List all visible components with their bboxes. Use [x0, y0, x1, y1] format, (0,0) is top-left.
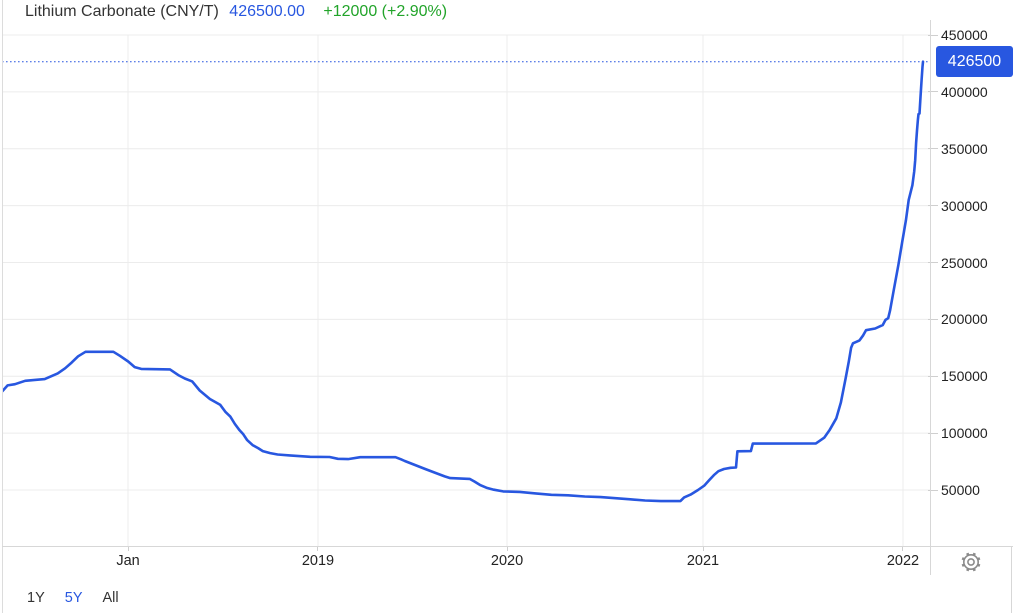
y-tick-mark — [928, 318, 938, 320]
y-tick-label: 450000 — [941, 27, 988, 43]
x-tick-mark — [317, 546, 319, 551]
y-tick-mark — [928, 91, 938, 93]
x-tick-mark — [127, 546, 129, 551]
current-price-marker: 426500 — [936, 46, 1013, 78]
price-series-chart — [2, 34, 930, 546]
y-tick-label: 350000 — [941, 140, 988, 157]
y-tick-label: 100000 — [941, 425, 988, 442]
y-tick-label: 200000 — [941, 311, 988, 328]
y-tick-mark — [928, 148, 938, 150]
y-tick-mark — [928, 489, 938, 491]
range-button-1y[interactable]: 1Y — [27, 590, 45, 606]
x-tick-mark — [902, 546, 904, 551]
y-tick-label: 400000 — [941, 83, 988, 100]
y-tick-mark — [928, 375, 938, 377]
y-tick-label: 300000 — [941, 197, 988, 214]
x-tick-mark — [506, 546, 508, 551]
range-toolbar: 1Y 5Y All — [27, 588, 119, 608]
y-tick-mark — [928, 432, 938, 434]
chart-plot-area[interactable] — [2, 22, 930, 546]
x-tick-mark — [702, 546, 704, 551]
x-tick-label: 2022 — [886, 553, 920, 569]
widget-right-border — [1011, 546, 1012, 613]
last-price: 426500.00 — [229, 3, 305, 20]
plot-right-border — [930, 20, 931, 575]
x-tick-label: Jan — [116, 553, 140, 569]
range-button-all[interactable]: All — [102, 590, 119, 606]
y-tick-mark — [928, 34, 938, 36]
y-tick-mark — [928, 262, 938, 263]
gear-icon — [961, 552, 981, 572]
x-tick-label: 2020 — [490, 553, 524, 569]
x-tick-label: 2021 — [686, 553, 720, 569]
instrument-title: Lithium Carbonate (CNY/T) — [25, 3, 219, 20]
settings-gear-button[interactable] — [958, 549, 984, 575]
widget-left-border — [2, 0, 3, 613]
y-axis: 426500 450000 400000 350000 300000 250000 200… — [928, 0, 1015, 546]
y-tick-label: 150000 — [941, 368, 988, 385]
price-change: +12000 (+2.90%) — [323, 3, 448, 20]
range-button-5y[interactable]: 5Y — [64, 590, 83, 606]
x-axis: Jan 2019 2020 2021 2022 — [2, 546, 930, 576]
plot-bottom-border — [2, 546, 1013, 547]
y-tick-label: 50000 — [941, 482, 980, 498]
price-series-line — [2, 60, 925, 503]
y-tick-label: 250000 — [941, 254, 988, 271]
x-tick-label: 2019 — [301, 553, 335, 569]
y-tick-mark — [928, 205, 938, 207]
chart-header: Lithium Carbonate (CNY/T) 426500.00 +120… — [25, 1, 447, 22]
